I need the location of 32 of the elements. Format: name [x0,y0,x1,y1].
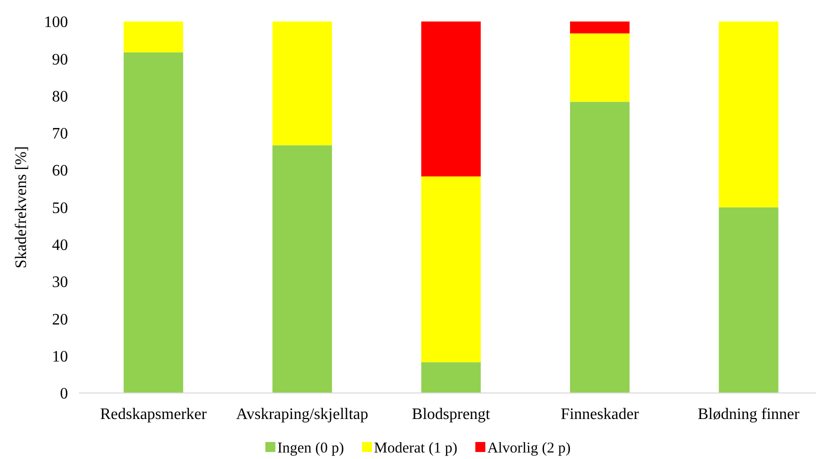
bar [718,22,778,208]
bar [421,22,481,176]
x-tick-label: Blodsprengt [412,406,491,423]
x-tick-label: Finneskader [560,406,640,423]
y-tick-label: 60 [52,162,68,180]
bar [570,33,630,102]
y-tick-label: 0 [60,386,68,403]
y-tick-label: 30 [52,274,68,292]
y-tick-label: 80 [52,88,68,106]
bar [570,22,630,34]
bar [718,207,778,393]
y-tick-label: 20 [52,311,68,328]
y-tick-label: 10 [52,348,68,366]
y-tick-label: 100 [44,14,68,32]
legend-label: Ingen (0 p) [277,440,344,456]
legend-label: Moderat (1 p) [374,440,458,456]
y-tick-label: 70 [52,126,68,143]
bar [272,22,332,146]
x-tick-label: Redskapsmerker [100,406,208,423]
y-tick-label: 50 [52,200,68,217]
legend-label: Alvorlig (2 p) [487,440,571,456]
x-tick-label: Avskraping/skjelltap [236,406,368,423]
bar [124,52,184,393]
bar [272,145,332,393]
y-tick-label: 90 [52,51,68,68]
x-tick-label: Blødning finner [698,406,800,423]
y-axis-title: Skadefrekvens [%] [13,146,30,268]
bar [570,102,630,393]
y-tick-label: 40 [52,237,68,254]
bar [124,22,184,52]
bar [421,362,481,393]
bar [421,176,481,362]
